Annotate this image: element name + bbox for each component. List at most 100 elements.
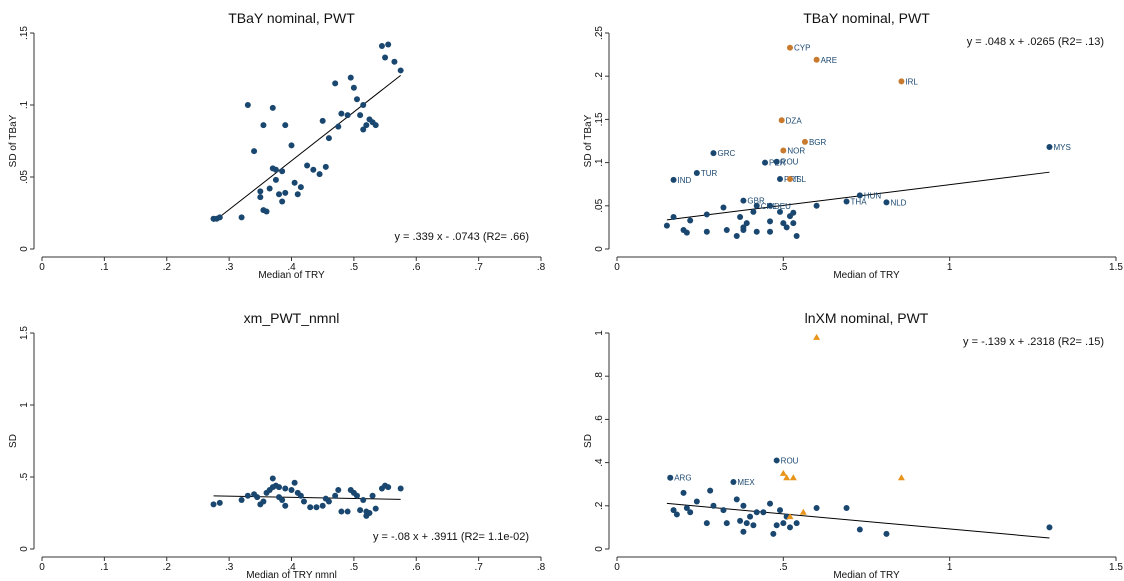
point [773, 158, 780, 165]
point [288, 486, 295, 493]
point [693, 498, 700, 505]
point [780, 147, 787, 154]
point [279, 168, 286, 175]
point-label: ARE [821, 56, 837, 65]
x-tick-label: .5 [350, 262, 359, 273]
point [344, 112, 351, 119]
y-axis-label: SD [583, 434, 594, 448]
chart-title: TBaY nominal, PWT [228, 10, 355, 26]
point-label: GBR [747, 197, 765, 206]
x-tick-label: 0 [614, 562, 620, 573]
point [382, 54, 389, 61]
point [786, 44, 793, 51]
point [786, 524, 793, 531]
point-label: MYS [1053, 143, 1070, 152]
point [683, 229, 690, 236]
point [288, 142, 295, 149]
point [316, 171, 323, 178]
point [767, 202, 774, 209]
fit-line [213, 74, 401, 223]
x-tick-label: 1 [947, 262, 953, 273]
point [254, 494, 261, 501]
point [897, 474, 905, 481]
point [279, 497, 286, 504]
x-tick-label: .2 [163, 562, 172, 573]
point [813, 504, 820, 511]
point [799, 508, 807, 515]
point [801, 138, 808, 145]
y-tick-label: .2 [594, 72, 605, 81]
point [743, 520, 750, 527]
point [291, 179, 298, 186]
fit-line [666, 502, 1050, 539]
point-label: IND [678, 176, 692, 185]
x-tick-label: 1.5 [1109, 562, 1123, 573]
point [372, 122, 379, 129]
fit-annotation: y = -.139 x + .2318 (R2= .15) [963, 336, 1104, 348]
point [238, 214, 245, 221]
y-tick-label: .15 [594, 112, 605, 126]
point [883, 199, 890, 206]
point [786, 513, 794, 520]
x-tick-label: .3 [225, 262, 234, 273]
y-tick-label: 1 [594, 330, 605, 336]
point [783, 474, 791, 481]
point [778, 117, 785, 124]
point [210, 501, 217, 508]
x-tick-label: .5 [350, 562, 359, 573]
point-label: DEU [774, 202, 791, 211]
point [762, 159, 769, 166]
y-axis-label: SD of TBaY [583, 114, 594, 167]
x-tick-label: .4 [287, 562, 296, 573]
point [777, 507, 784, 514]
point [743, 220, 750, 227]
point [680, 489, 687, 496]
point [663, 222, 670, 229]
point-label: BGR [809, 138, 827, 147]
point [360, 497, 367, 504]
point [1046, 524, 1053, 531]
y-tick-label: .1 [19, 100, 30, 109]
point [670, 507, 677, 514]
point [793, 233, 800, 240]
point [723, 226, 730, 233]
chart-title: xm_PWT_nmnl [244, 310, 340, 326]
x-tick-label: .5 [779, 262, 788, 273]
point [720, 507, 727, 514]
point [703, 211, 710, 218]
x-axis-label: Median of TRY [833, 270, 900, 281]
y-axis-label: SD of TBaY [8, 114, 19, 167]
x-tick-label: 1 [947, 562, 953, 573]
x-tick-label: .8 [537, 562, 546, 573]
fit-annotation: y = .339 x - .0743 (R2= .66) [394, 231, 529, 243]
point [244, 102, 251, 108]
point [740, 502, 747, 509]
y-tick-label: .8 [594, 372, 605, 381]
point [707, 487, 714, 494]
point [750, 522, 757, 529]
y-tick-label: .4 [594, 458, 605, 467]
point [332, 80, 339, 87]
point [733, 233, 740, 240]
point [282, 485, 289, 492]
y-tick-label: .5 [19, 472, 30, 481]
point [683, 504, 690, 511]
point [767, 500, 774, 507]
chart-title: TBaY nominal, PWT [803, 10, 930, 26]
point [883, 530, 890, 537]
point [282, 189, 289, 196]
point [307, 504, 314, 511]
point [703, 520, 710, 527]
x-tick-label: .6 [412, 562, 421, 573]
point [353, 96, 360, 103]
point-label: MEX [737, 478, 755, 487]
x-tick-label: .8 [537, 262, 546, 273]
point [297, 184, 304, 191]
point [687, 217, 694, 224]
point [397, 485, 404, 492]
x-tick-label: .2 [163, 262, 172, 273]
point [357, 507, 364, 514]
point [783, 224, 790, 231]
point [357, 112, 364, 119]
